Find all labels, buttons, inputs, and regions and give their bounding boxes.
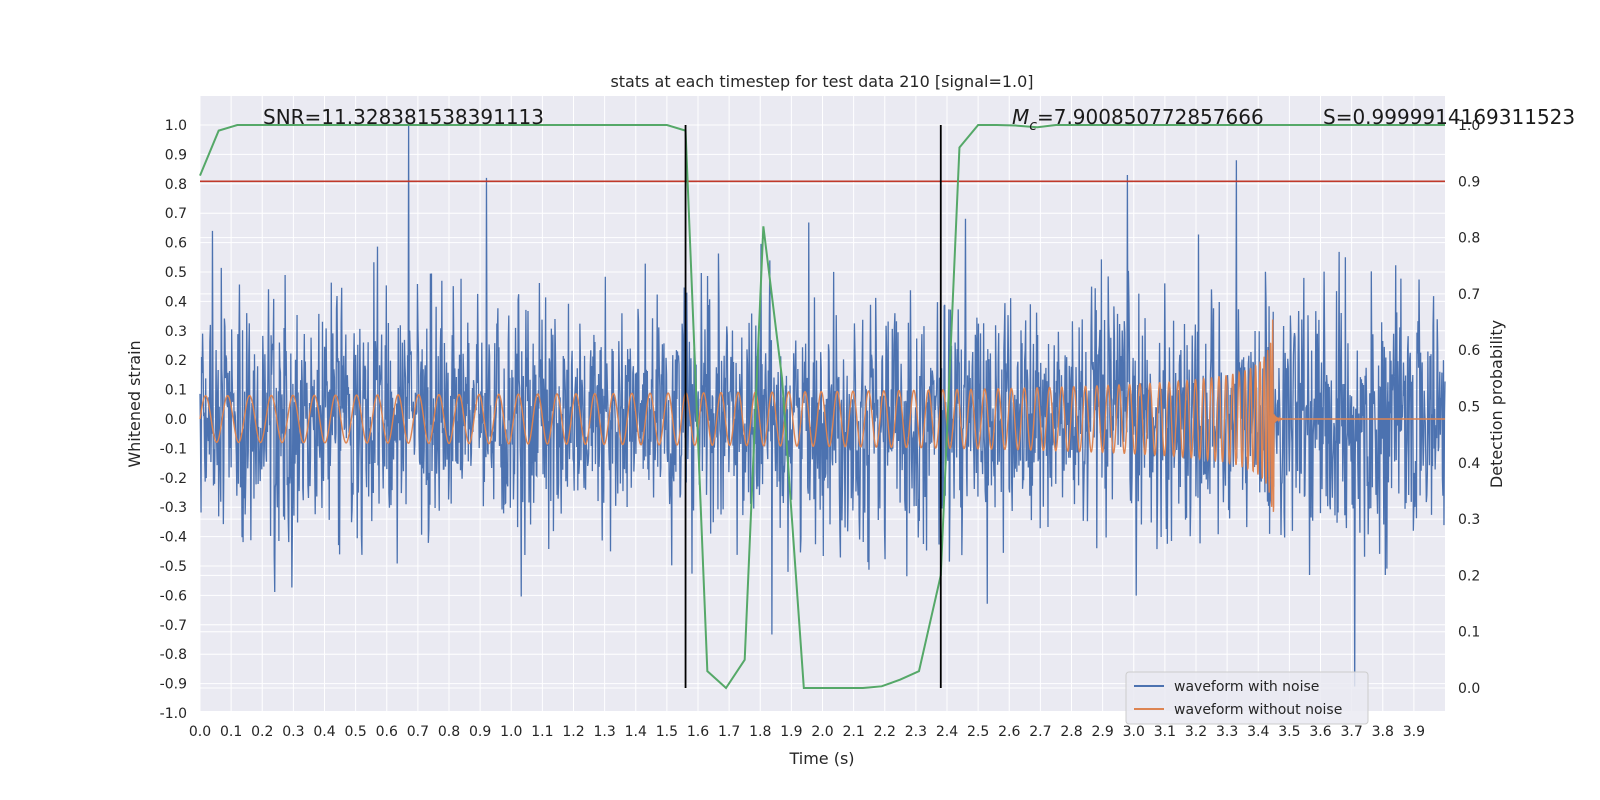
x-tick-label: 0.2 [251,724,273,740]
x-tick-label: 1.7 [718,724,740,740]
x-tick-label: 1.8 [749,724,771,740]
x-tick-label: 1.0 [500,724,522,740]
y-left-tick-label: 0.5 [165,265,187,281]
x-tick-label: 3.5 [1278,724,1300,740]
y-left-tick-label: 0.4 [165,294,187,310]
x-tick-label: 2.0 [811,724,833,740]
x-tick-label: 3.0 [1123,724,1145,740]
x-tick-label: 2.8 [1060,724,1082,740]
x-tick-label: 2.2 [874,724,896,740]
x-tick-label: 1.4 [625,724,647,740]
y-right-tick-label: 0.8 [1458,231,1480,247]
y-left-tick-label: -0.6 [160,588,187,604]
y-right-tick-label: 0.5 [1458,400,1480,416]
x-tick-label: 3.4 [1247,724,1269,740]
x-tick-label: 2.7 [1029,724,1051,740]
chirp-mass-annotation: Mc=7.900850772857666 [1012,105,1264,134]
y-right-tick-label: 0.1 [1458,625,1480,641]
x-tick-label: 2.3 [905,724,927,740]
chirp-mass-symbol: M [1012,105,1029,129]
y-left-tick-label: 0.9 [165,147,187,163]
x-tick-label: 0.7 [407,724,429,740]
y-left-tick-label: -0.5 [160,559,187,575]
x-tick-label: 3.3 [1216,724,1238,740]
x-tick-label: 0.5 [344,724,366,740]
y-right-tick-label: 0.2 [1458,568,1480,584]
y-right-tick-label: 0.7 [1458,287,1480,303]
x-tick-label: 1.9 [780,724,802,740]
series-layer [199,124,1446,687]
y-left-tick-label: 0.7 [165,206,187,222]
chirp-mass-value: =7.900850772857666 [1037,105,1264,129]
x-tick-label: 0.8 [438,724,460,740]
x-tick-label: 2.5 [967,724,989,740]
y-right-tick-label: 1.0 [1458,118,1480,134]
y-left-tick-label: -0.7 [160,618,187,634]
y-left-tick-label: -0.2 [160,471,187,487]
chirp-mass-subscript: c [1029,118,1037,134]
y-left-tick-label: 0.8 [165,177,187,193]
legend-box [1125,671,1369,725]
x-tick-label: 3.1 [1154,724,1176,740]
legend-label-with-noise: waveform with noise [1174,679,1319,695]
x-tick-label: 3.7 [1340,724,1362,740]
snr-annotation: SNR=11.328381538391113 [263,105,544,129]
x-tick-label: 2.9 [1091,724,1113,740]
y-left-tick-label: -0.8 [160,647,187,663]
x-tick-label: 1.3 [593,724,615,740]
x-tick-label: 1.6 [687,724,709,740]
y-right-tick-label: 0.3 [1458,512,1480,528]
chart-title: stats at each timestep for test data 210… [610,72,1033,91]
x-tick-label: 3.6 [1309,724,1331,740]
x-tick-label: 1.5 [656,724,678,740]
x-tick-label: 0.9 [469,724,491,740]
x-tick-label: 1.2 [562,724,584,740]
x-tick-label: 2.6 [998,724,1020,740]
x-axis-label: Time (s) [788,749,854,768]
x-tick-label: 3.2 [1185,724,1207,740]
y-left-tick-label: -0.4 [160,530,187,546]
legend-label-without-noise: waveform without noise [1174,702,1342,718]
y-left-tick-label: 1.0 [165,118,187,134]
x-tick-label: 0.3 [282,724,304,740]
y-right-tick-label: 0.9 [1458,174,1480,190]
x-tick-label: 1.1 [531,724,553,740]
y-right-tick-label: 0.6 [1458,343,1480,359]
series-waveform-with-noise [199,124,1446,687]
x-tick-label: 3.8 [1372,724,1394,740]
y-right-tick-label: 0.4 [1458,456,1480,472]
y-left-tick-label: 0.0 [165,412,187,428]
y-left-tick-label: 0.2 [165,353,187,369]
y-axis-left-label: Whitened strain [125,340,144,467]
y-left-tick-label: 0.3 [165,324,187,340]
series-waveform-without-noise [199,319,1445,512]
y-left-tick-label: 0.1 [165,383,187,399]
y-left-tick-label: 0.6 [165,236,187,252]
x-tick-label: 2.4 [936,724,958,740]
overlay-layer [199,124,1445,690]
x-tick-label: 0.1 [220,724,242,740]
x-tick-label: 2.1 [842,724,864,740]
y-axis-right-label: Detection probability [1487,320,1506,488]
series-detection-probability [199,124,1445,690]
s-annotation: S=0.9999914169311523 [1323,105,1575,129]
legend: waveform with noise waveform without noi… [1125,671,1369,725]
x-tick-label: 0.0 [189,724,211,740]
y-left-tick-label: -0.9 [160,677,187,693]
ticks-layer: 0.0 0.1 0.2 0.3 0.4 0.5 0.6 0.7 0.8 0.9 1.0 1.1 1.2 1… [160,118,1481,740]
y-left-tick-label: -0.1 [160,441,187,457]
x-tick-label: 3.9 [1403,724,1425,740]
y-left-tick-label: -1.0 [160,706,187,722]
y-right-tick-label: 0.0 [1458,681,1480,697]
x-tick-label: 0.4 [313,724,335,740]
y-left-tick-label: -0.3 [160,500,187,516]
x-tick-label: 0.6 [376,724,398,740]
